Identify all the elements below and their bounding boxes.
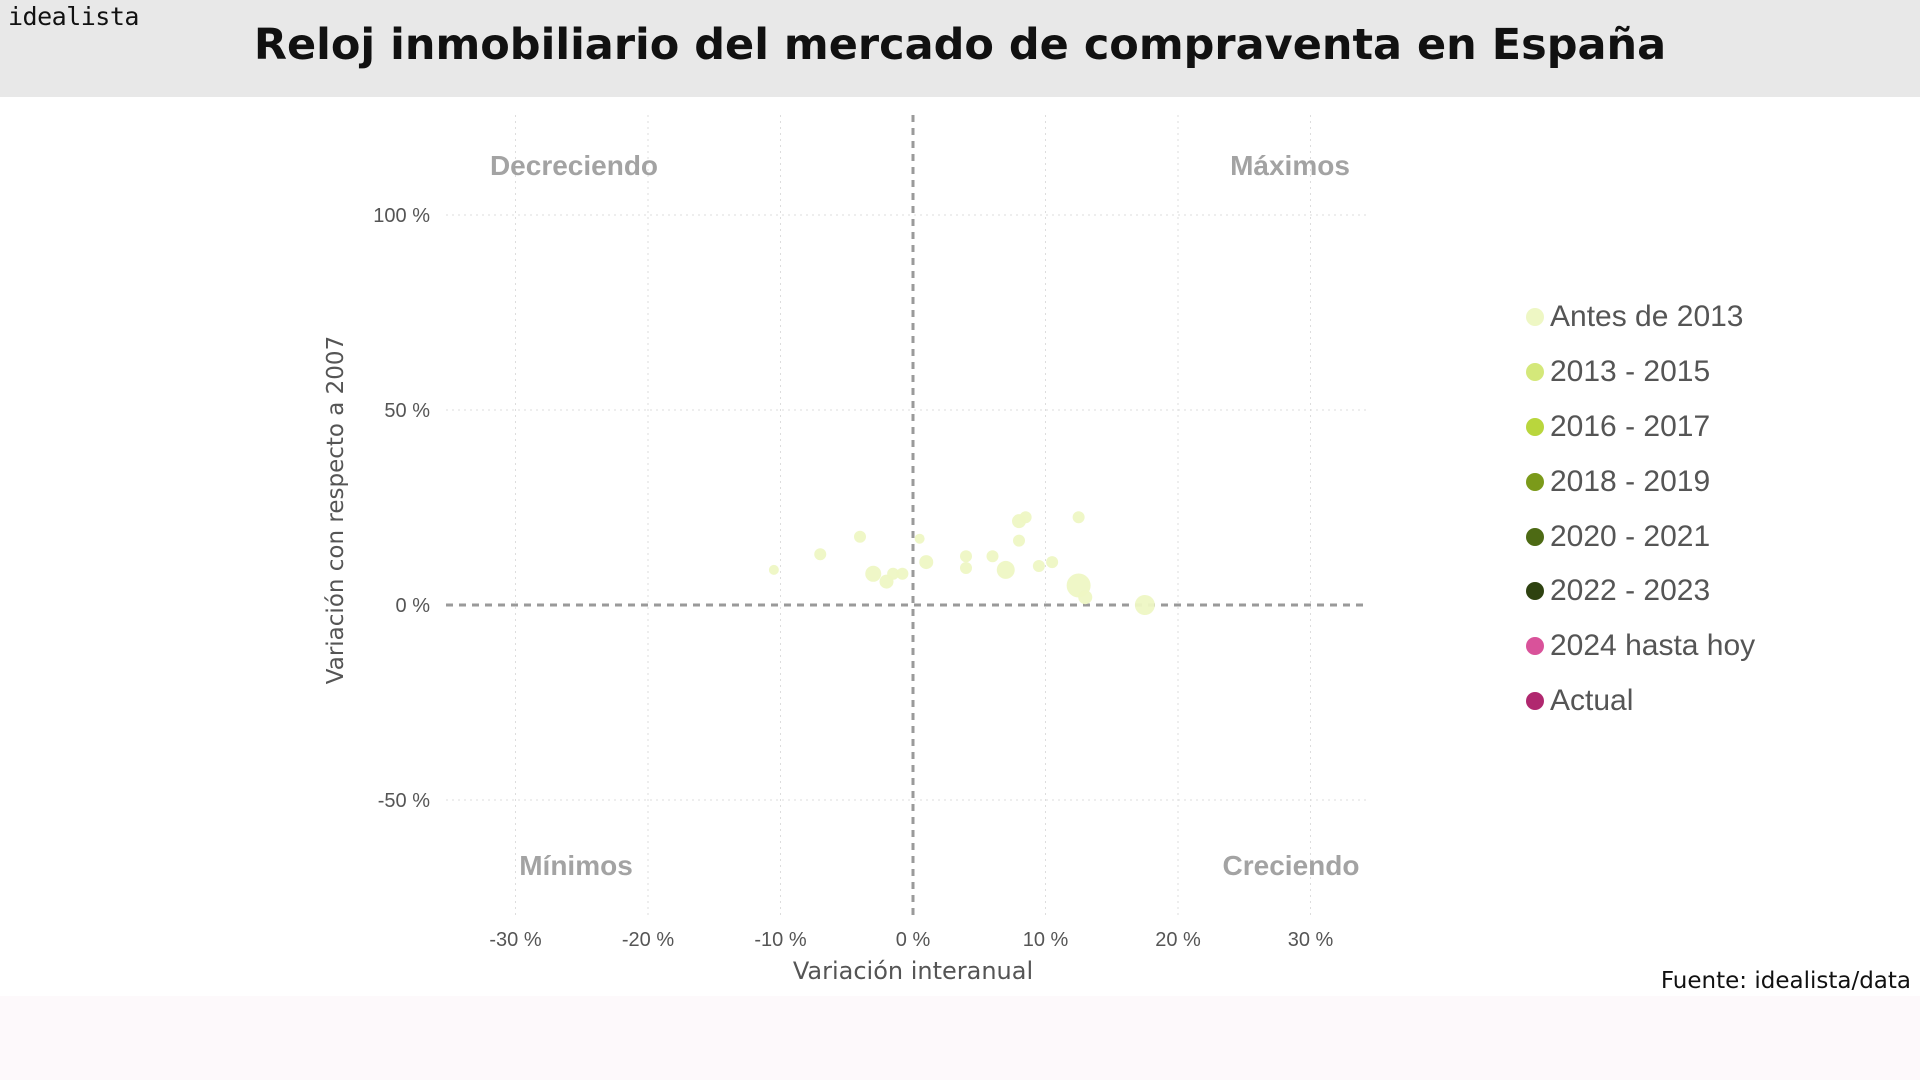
legend: Antes de 2013 2013 - 2015 2016 - 2017 2018 … — [1526, 290, 1826, 728]
data-point — [854, 530, 866, 543]
data-point — [896, 567, 909, 580]
legend-swatch-icon — [1526, 363, 1544, 382]
data-point — [919, 555, 934, 570]
source-note: Fuente: idealista/data — [1660, 968, 1911, 994]
data-point — [865, 565, 882, 582]
data-point — [914, 533, 925, 544]
data-point — [887, 567, 900, 580]
data-point — [1046, 556, 1059, 569]
legend-item: Antes de 2013 — [1526, 290, 1826, 345]
legend-label: 2013 - 2015 — [1550, 355, 1711, 389]
data-point — [1078, 590, 1093, 605]
legend-label: Actual — [1550, 683, 1634, 717]
x-axis-title: Variación interanual — [793, 957, 1033, 985]
legend-swatch-icon — [1526, 417, 1544, 436]
data-point — [1134, 595, 1155, 615]
y-tick-label: 50 % — [384, 400, 430, 422]
quadrant-label-bottom-right: Creciendo — [1223, 850, 1360, 881]
legend-swatch-icon — [1526, 472, 1544, 491]
y-tick-label: -50 % — [378, 790, 430, 812]
legend-item: 2020 - 2021 — [1526, 509, 1826, 564]
legend-item: 2024 hasta hoy — [1526, 619, 1826, 674]
data-point — [1013, 534, 1025, 547]
legend-swatch-icon — [1526, 582, 1544, 601]
legend-label: 2020 - 2021 — [1550, 519, 1711, 553]
legend-swatch-icon — [1526, 308, 1544, 327]
data-point — [960, 561, 972, 574]
data-point — [1019, 511, 1032, 524]
data-point — [960, 550, 972, 563]
legend-item: 2018 - 2019 — [1526, 454, 1826, 509]
legend-item: 2016 - 2017 — [1526, 400, 1826, 455]
quadrant-label-top-right: Máximos — [1230, 150, 1350, 181]
legend-swatch-icon — [1526, 637, 1544, 656]
x-tick-label: 10 % — [1023, 929, 1069, 951]
quadrant-label-bottom-left: Mínimos — [519, 850, 633, 881]
footer-band — [0, 996, 1920, 1080]
quadrant-label-top-left: Decreciendo — [490, 150, 658, 181]
labels-layer: -30 % -20 % -10 % 0 % 10 % 20 % 30 % -50 % 0 % 50… — [323, 150, 1359, 985]
legend-swatch-icon — [1526, 527, 1544, 546]
data-point — [1032, 560, 1045, 572]
data-point — [996, 560, 1015, 579]
legend-item: 2013 - 2015 — [1526, 345, 1826, 400]
page-title: Reloj inmobiliario del mercado de compra… — [253, 20, 1667, 70]
legend-item: 2022 - 2023 — [1526, 564, 1826, 619]
x-tick-label: 0 % — [896, 929, 931, 951]
scatter-chart: -30 % -20 % -10 % 0 % 10 % 20 % 30 % -50 % 0 % 50… — [323, 115, 1368, 985]
y-tick-label: 0 % — [396, 595, 431, 617]
data-point — [768, 564, 779, 575]
axis-layer — [446, 115, 1368, 917]
header-bar: idealista Reloj inmobiliario del mercado… — [0, 0, 1920, 97]
legend-label: 2022 - 2023 — [1550, 574, 1711, 608]
y-tick-label: 100 % — [373, 205, 430, 227]
legend-label: 2016 - 2017 — [1550, 409, 1711, 443]
legend-swatch-icon — [1526, 691, 1544, 710]
legend-label: 2018 - 2019 — [1550, 464, 1711, 498]
data-point — [814, 548, 827, 561]
x-tick-label: 30 % — [1288, 929, 1334, 951]
x-tick-label: 20 % — [1155, 929, 1201, 951]
x-tick-label: -10 % — [754, 929, 806, 951]
legend-item: Actual — [1526, 674, 1826, 729]
x-tick-label: -20 % — [622, 929, 674, 951]
points-layer — [768, 511, 1155, 615]
brand-logo: idealista — [8, 2, 139, 31]
grid-layer — [446, 115, 1368, 915]
legend-label: 2024 hasta hoy — [1550, 629, 1756, 663]
x-tick-label: -30 % — [489, 929, 541, 951]
data-point — [986, 550, 999, 563]
y-axis-title: Variación con respecto a 2007 — [323, 336, 349, 684]
data-point — [1072, 511, 1085, 524]
legend-label: Antes de 2013 — [1550, 300, 1744, 334]
